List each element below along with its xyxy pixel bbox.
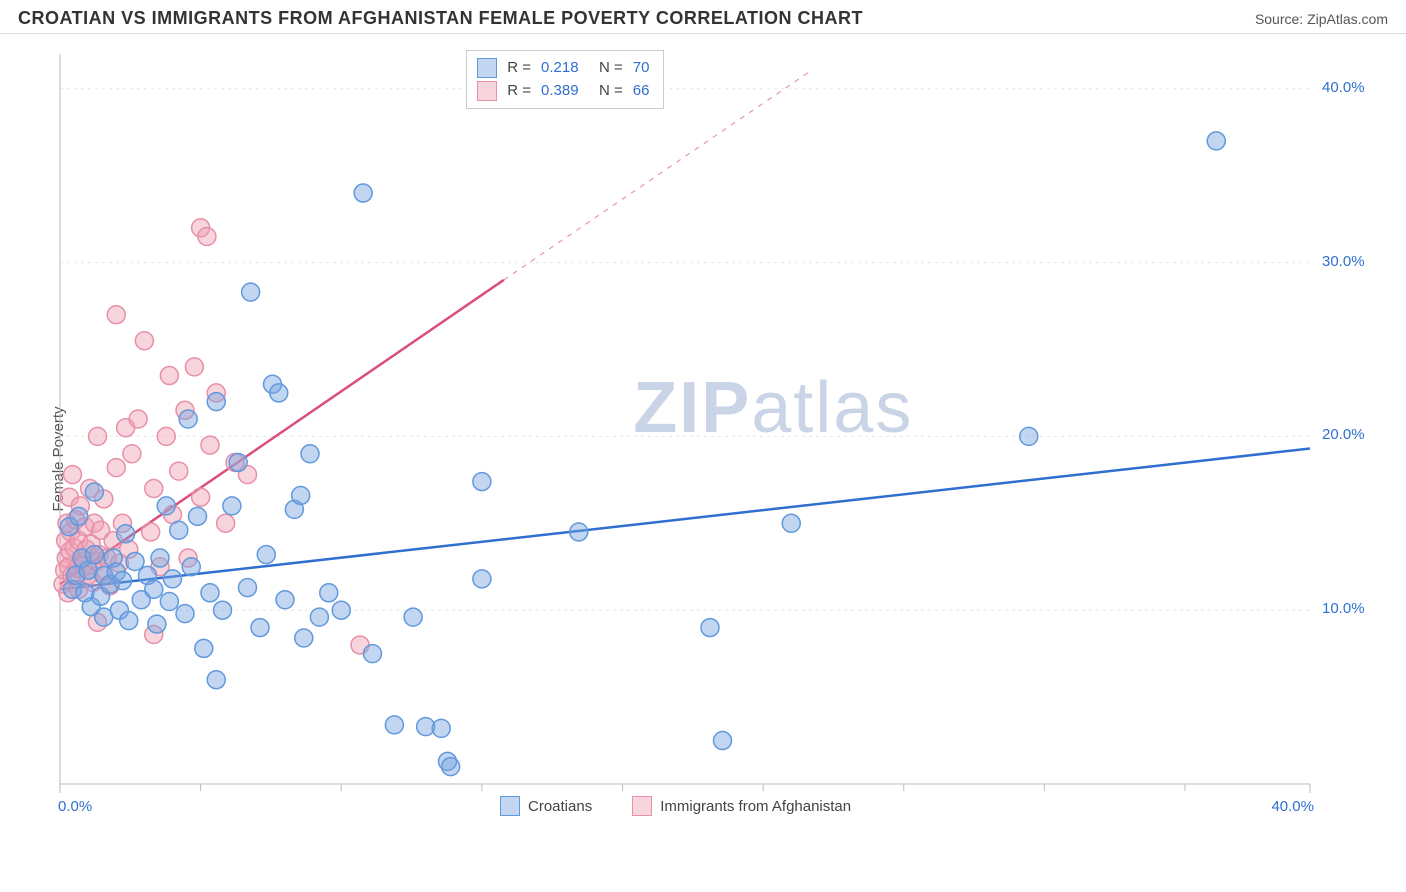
chart-source: Source: ZipAtlas.com xyxy=(1255,11,1388,27)
legend-swatch xyxy=(500,796,520,816)
series-legend-label: Croatians xyxy=(528,798,592,815)
series-legend-item: Immigrants from Afghanistan xyxy=(632,796,851,816)
correlation-legend: R = 0.218 N = 70 R = 0.389 N = 66 xyxy=(466,50,664,109)
legend-r-value: 0.218 xyxy=(541,57,589,80)
legend-row: R = 0.389 N = 66 xyxy=(477,80,649,103)
axis-tick-label: 30.0% xyxy=(1322,253,1365,270)
legend-r-value: 0.389 xyxy=(541,80,589,103)
series-legend-item: Croatians xyxy=(500,796,592,816)
axis-tick-label: 40.0% xyxy=(1271,798,1314,815)
legend-n-value: 66 xyxy=(633,80,650,103)
chart-header: CROATIAN VS IMMIGRANTS FROM AFGHANISTAN … xyxy=(0,0,1406,34)
legend-r-label: R = xyxy=(507,57,531,80)
axis-tick-label: 10.0% xyxy=(1322,600,1365,617)
chart-title: CROATIAN VS IMMIGRANTS FROM AFGHANISTAN … xyxy=(18,8,863,29)
scatter-plot-svg xyxy=(50,44,1380,834)
legend-r-label: R = xyxy=(507,80,531,103)
legend-swatch xyxy=(632,796,652,816)
legend-n-label: N = xyxy=(599,57,623,80)
axis-tick-label: 40.0% xyxy=(1322,79,1365,96)
axis-tick-label: 0.0% xyxy=(58,798,92,815)
series-legend: Croatians Immigrants from Afghanistan xyxy=(500,796,851,816)
legend-swatch xyxy=(477,58,497,78)
plot-container: Female Poverty ZIPatlas R =0.218N =70R =… xyxy=(0,34,1406,884)
legend-n-label: N = xyxy=(599,80,623,103)
series-legend-label: Immigrants from Afghanistan xyxy=(660,798,851,815)
legend-row: R = 0.218 N = 70 xyxy=(477,57,649,80)
legend-n-value: 70 xyxy=(633,57,650,80)
axis-tick-label: 20.0% xyxy=(1322,426,1365,443)
legend-swatch xyxy=(477,81,497,101)
